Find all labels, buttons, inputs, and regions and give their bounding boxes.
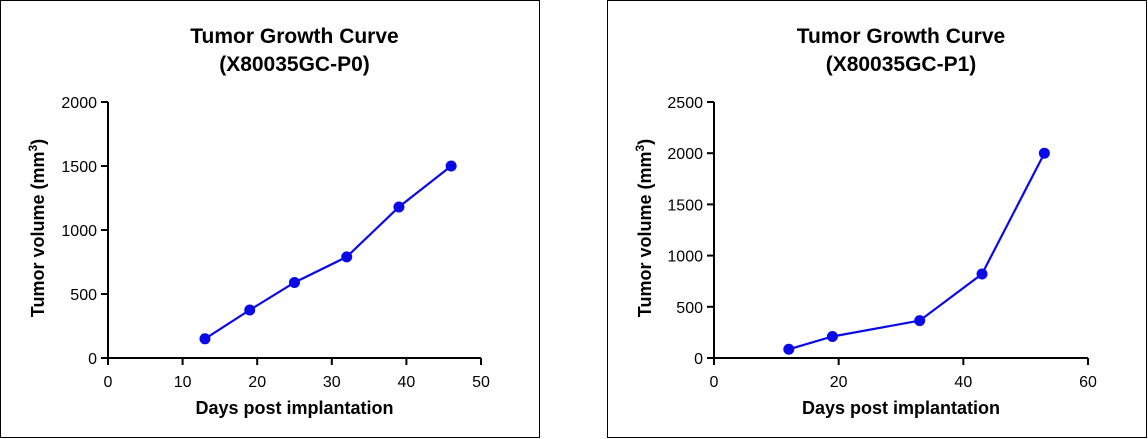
data-point [826,330,838,342]
y-tick-label: 500 [70,287,97,304]
data-point [244,304,256,316]
x-tick-label: 40 [954,374,972,391]
x-tick-label: 20 [248,374,266,391]
y-tick-label: 2500 [667,95,703,112]
y-tick-label: 0 [694,351,703,368]
y-axis-label-suffix: ) [28,139,48,145]
y-axis-label: Tumor volume (mm3) [26,139,48,317]
x-axis-label: Days post implantation [195,398,393,418]
chart-title-line-2: (X80035GC-P0) [219,53,370,76]
y-tick-label: 500 [676,300,703,317]
x-tick-label: 50 [472,374,490,391]
chart-p0: Tumor Growth Curve(X80035GC-P0)050010001… [26,25,490,418]
x-tick-label: 60 [1079,374,1097,391]
y-axis-label-superscript: 3 [633,145,647,152]
y-tick-label: 1500 [61,159,97,176]
data-point [199,333,211,345]
data-point [393,201,405,213]
y-axis-label-suffix: ) [635,139,655,145]
y-axis-label-superscript: 3 [26,145,40,152]
y-tick-label: 1000 [667,249,703,266]
x-axis-label: Days post implantation [802,398,1000,418]
data-point [914,315,926,327]
y-tick-label: 2000 [61,95,97,112]
chart-title-line-1: Tumor Growth Curve [797,25,1005,48]
data-point [341,251,353,263]
y-axis-label: Tumor volume (mm3) [633,139,655,317]
y-tick-label: 2000 [667,146,703,163]
chart-title-line-1: Tumor Growth Curve [190,25,398,48]
data-point [445,160,457,172]
chart-panel-p0: Tumor Growth Curve (X80035GC-P0) 0 500 1000 1… [0,0,540,438]
y-tick-label: 1000 [61,223,97,240]
x-tick-label: 0 [710,374,719,391]
y-tick-label: 1500 [667,197,703,214]
chart-panel-p1: Tumor Growth Curve (X80035GC-P1) 0 500 1000 1… [607,0,1147,438]
x-tick-label: 0 [104,374,113,391]
data-point [289,276,300,288]
x-tick-label: 20 [830,374,848,391]
chart-title-line-2: (X80035GC-P1) [826,53,977,76]
chart-p1: Tumor Growth Curve (X80035GC-P1) 0 500 1000 1… [633,25,1097,418]
data-point [783,343,795,355]
y-axis-label-text: Tumor volume (mm [28,152,48,318]
x-tick-label: 10 [174,374,192,391]
x-tick-label: 30 [323,374,341,391]
y-axis-label-text: Tumor volume (mm [635,152,655,318]
data-point [976,268,988,280]
x-tick-label: 40 [398,374,416,391]
y-tick-label: 0 [88,351,97,368]
series-line-1 [204,165,452,340]
data-point [1038,147,1050,159]
